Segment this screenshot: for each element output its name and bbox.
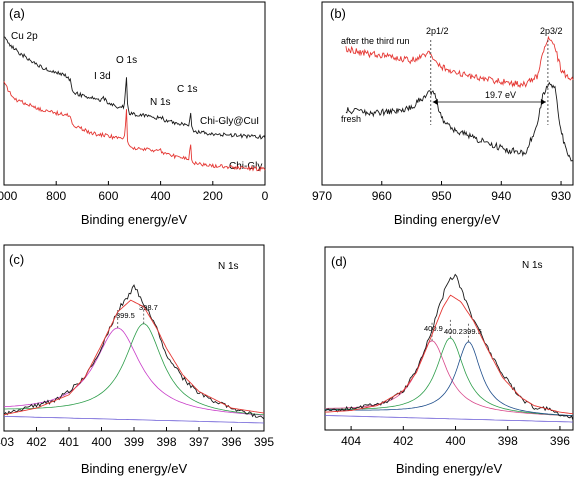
panel-a-ann-n1s: N 1s	[150, 97, 171, 108]
panel-2-series-0	[3, 284, 265, 420]
panel-1-xtick-label-4: 930	[551, 189, 571, 203]
panel-1-series-0	[345, 35, 574, 89]
panel-b-ann-2p32: 2p3/2	[540, 26, 563, 36]
panel-b-ann-after: after the third run	[341, 36, 410, 46]
panel-2-xtick-label-3: 400	[91, 435, 111, 449]
panel-2-fit-peak-0	[3, 327, 265, 416]
panel-2-series-1	[3, 299, 265, 416]
panel-d-frame	[324, 246, 574, 431]
panel-3-background-line	[324, 415, 574, 423]
panel-b-arrowhead-left	[432, 99, 438, 105]
panel-2-xtick-label-7: 396	[221, 435, 241, 449]
panel-0-xtick-label-0: 1000	[0, 189, 18, 203]
panel-b-label: (b)	[330, 6, 346, 21]
panel-c-label: (c)	[9, 252, 24, 267]
panel-c-xlabel: Binding energy/eV	[81, 461, 188, 476]
panel-a-frame	[3, 1, 266, 186]
panel-3-xtick-label-3: 398	[498, 434, 518, 448]
panel-1-xtick-label-2: 950	[432, 189, 452, 203]
panel-c-peak-label-2: 398.7	[139, 303, 158, 312]
panel-0-xtick-label-1: 800	[46, 189, 66, 203]
panel-d-peak-label-2: 400.2	[444, 327, 463, 336]
panel-b-ann-2p12: 2p1/2	[426, 26, 449, 36]
panel-0-series-0	[3, 36, 266, 140]
panel-1-xtick-label-3: 940	[491, 189, 511, 203]
panel-c-peak-label-1: 399.5	[116, 311, 135, 320]
panel-d-xlabel: Binding energy/eV	[396, 461, 503, 476]
panel-2-xtick-label-6: 397	[189, 435, 209, 449]
panel-0-xtick-label-3: 400	[151, 189, 171, 203]
panel-2-xtick-label-2: 401	[59, 435, 79, 449]
panel-3-xtick-label-0: 404	[341, 434, 361, 448]
panel-3-fit-peak-0	[325, 340, 574, 417]
panel-a-ann-cu2p: Cu 2p	[11, 31, 38, 42]
panel-b-xlabel: Binding energy/eV	[394, 212, 501, 227]
panel-3-xtick-label-2: 400	[446, 434, 466, 448]
panel-0-xtick-label-5: 0	[262, 189, 269, 203]
panel-2-background-line	[3, 416, 265, 424]
panel-2-fit-peak-1	[4, 323, 265, 416]
panel-2-xtick-label-1: 402	[26, 435, 46, 449]
panel-2-xtick-label-8: 395	[254, 435, 274, 449]
panel-b-frame	[321, 1, 574, 186]
panel-a-ann-c1s: C 1s	[177, 84, 198, 95]
panel-a-legend-chigly: Chi-Gly	[229, 161, 262, 172]
panel-a-ann-o1s: O 1s	[116, 55, 137, 66]
panel-0-xtick-label-4: 200	[203, 189, 223, 203]
panel-b-arrowhead-right	[540, 99, 546, 105]
panel-1-xtick-label-0: 970	[312, 189, 332, 203]
panel-d-title: N 1s	[522, 260, 543, 271]
panel-0-xtick-label-2: 600	[98, 189, 118, 203]
panel-0-series-1	[3, 81, 266, 172]
panel-c-title: N 1s	[218, 261, 239, 272]
panel-b-ann-fresh: fresh	[341, 114, 361, 124]
panel-2-xtick-label-0: 403	[0, 435, 14, 449]
panel-3-xtick-label-1: 402	[393, 434, 413, 448]
panel-b-ann-splitting: 19.7 eV	[485, 90, 516, 100]
panel-d-peak-label-3: 399.5	[463, 327, 482, 336]
panel-d-label: (d)	[331, 254, 347, 269]
panel-3-fit-peak-2	[324, 341, 574, 416]
panel-3-fit-peak-1	[325, 337, 574, 417]
panel-1-series-1	[345, 81, 574, 162]
panel-3-series-1	[325, 294, 574, 415]
panel-d-peak-label-1: 400.9	[424, 324, 443, 333]
panel-3-series-0	[324, 273, 574, 421]
panel-a-ann-i3d: I 3d	[94, 71, 111, 82]
panel-a-legend-chigly-cui: Chi-Gly@CuI	[200, 116, 259, 127]
panel-1-xtick-label-1: 960	[372, 189, 392, 203]
panel-2-xtick-label-4: 399	[124, 435, 144, 449]
panel-a-label: (a)	[9, 6, 25, 21]
panel-2-xtick-label-5: 398	[156, 435, 176, 449]
panel-a-xlabel: Binding energy/eV	[81, 212, 188, 227]
panel-3-xtick-label-4: 396	[550, 434, 570, 448]
